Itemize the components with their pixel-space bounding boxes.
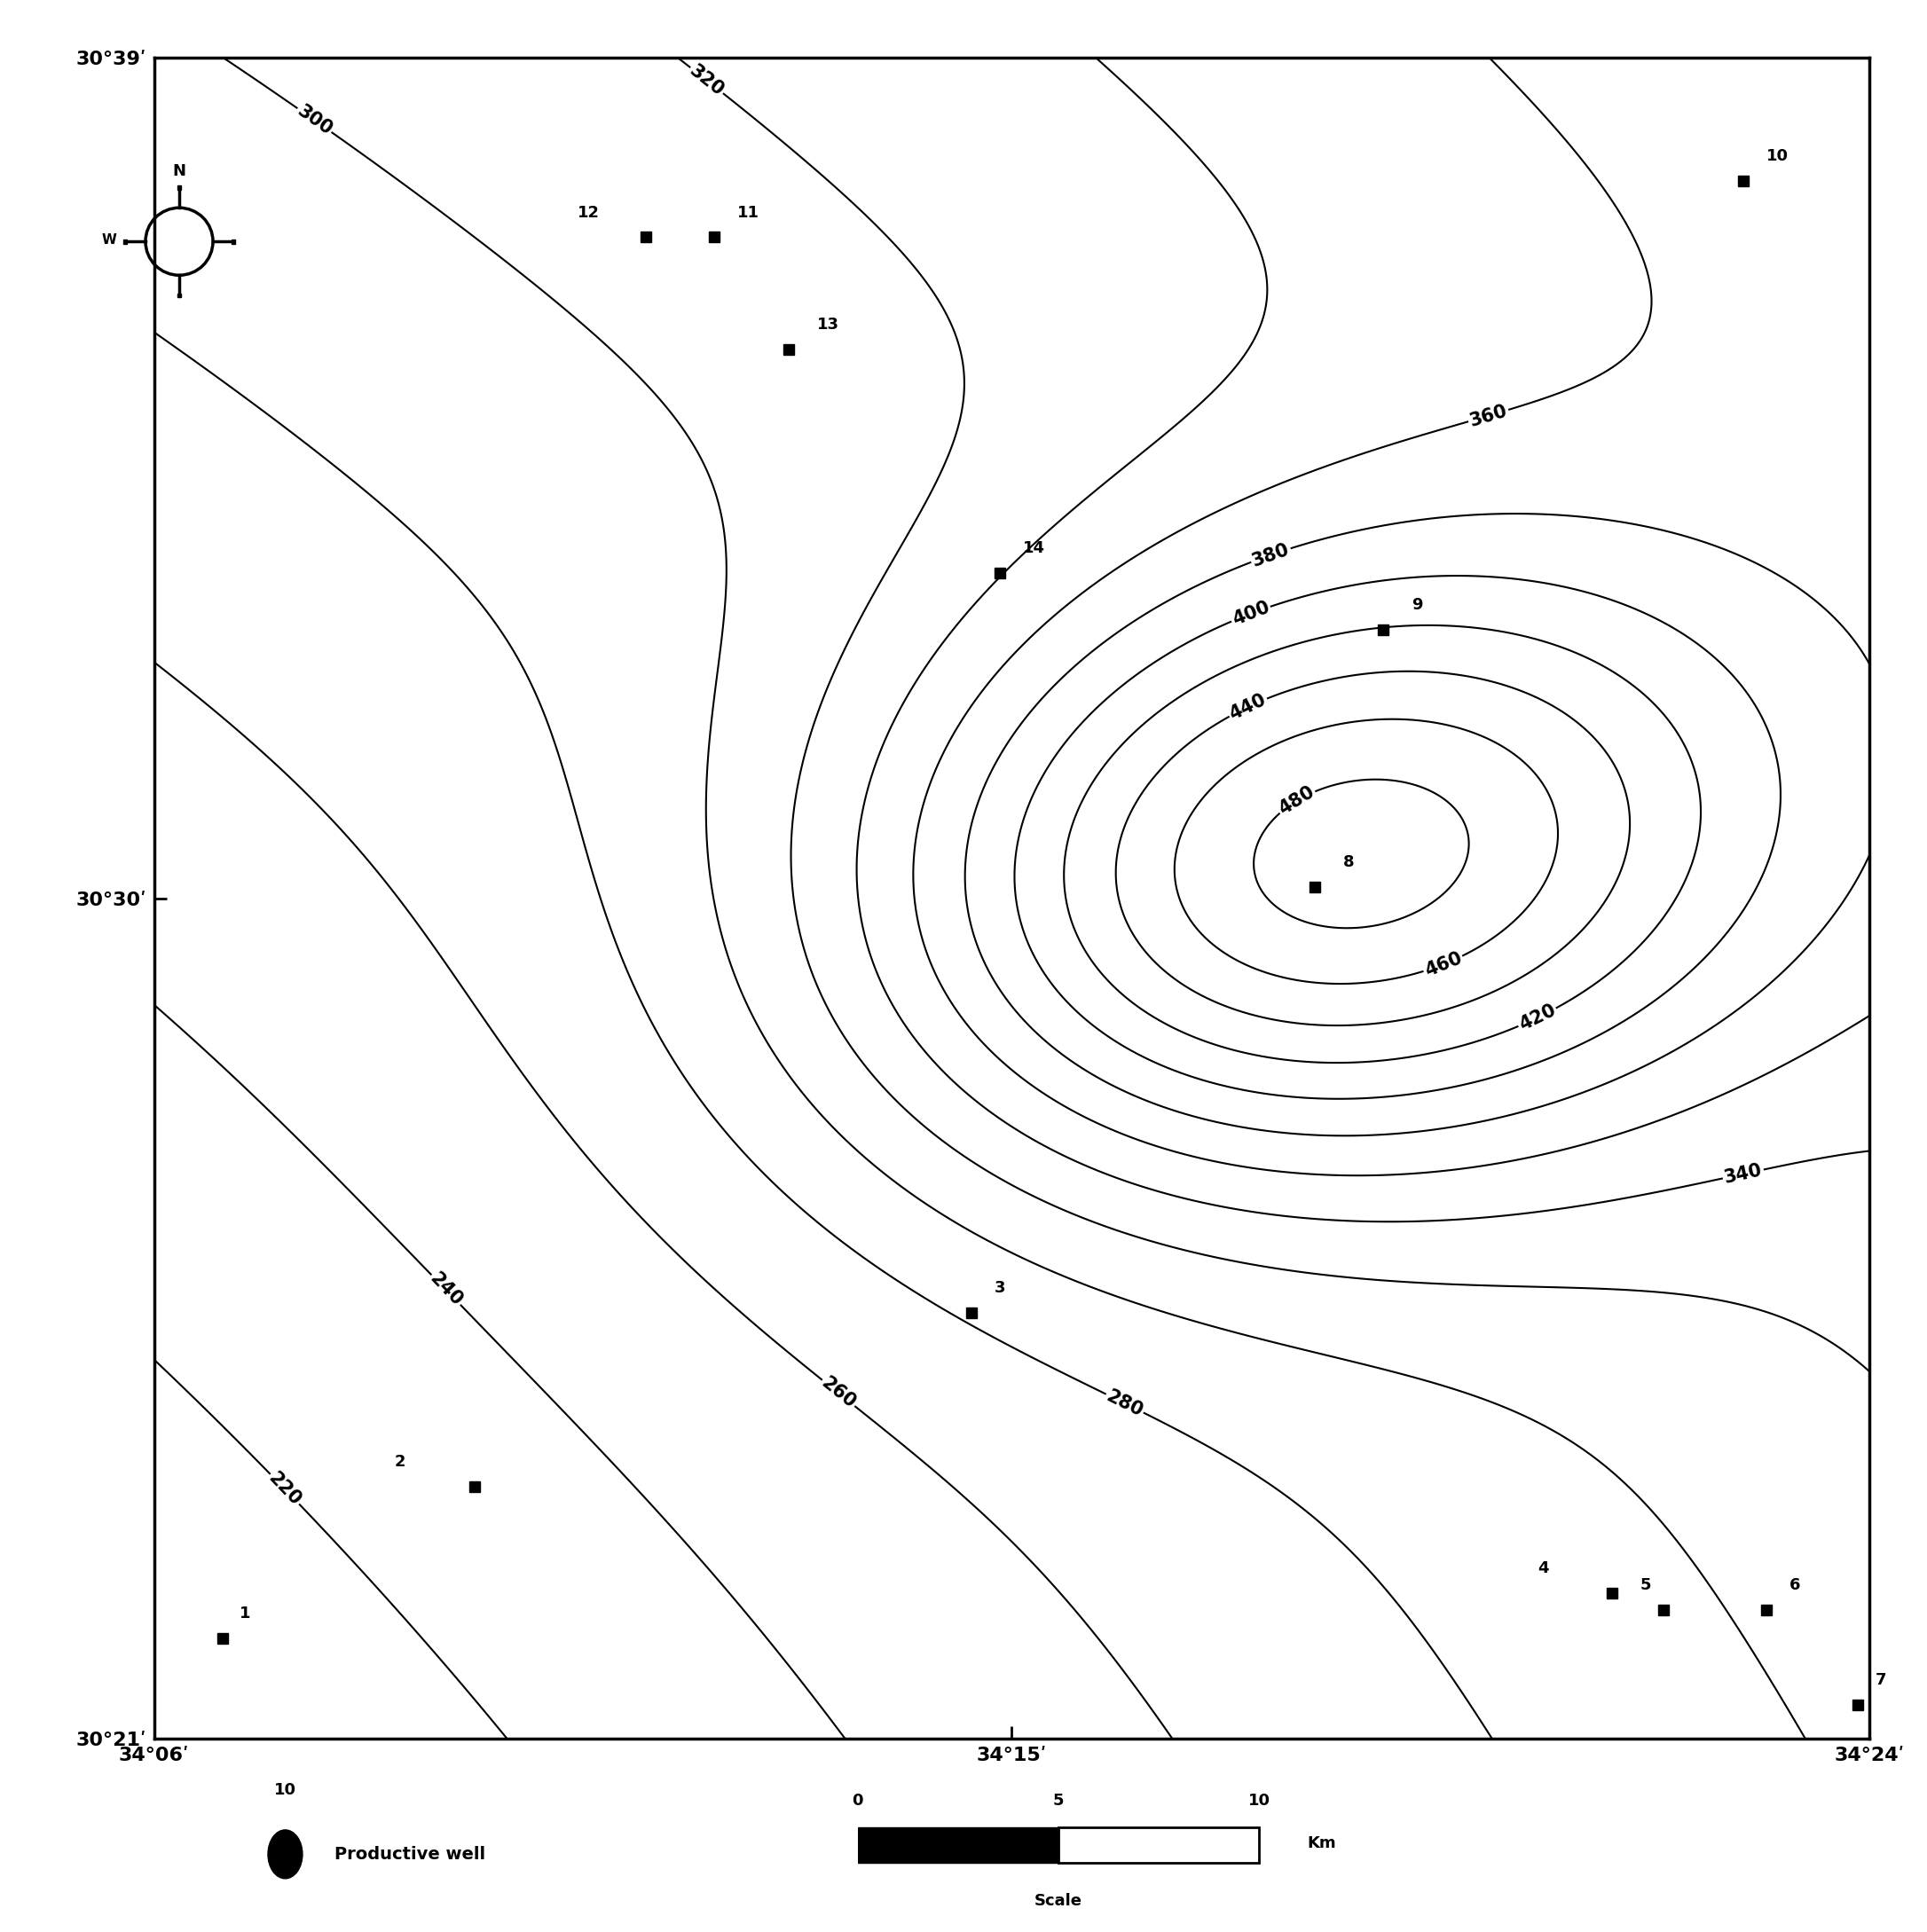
Bar xyxy=(177,185,181,189)
Text: 320: 320 xyxy=(686,62,726,99)
Text: 300: 300 xyxy=(293,102,335,139)
Text: 6: 6 xyxy=(1788,1577,1800,1594)
Bar xyxy=(1058,1828,1258,1862)
Text: 420: 420 xyxy=(1517,1001,1559,1034)
Text: 440: 440 xyxy=(1227,690,1270,723)
Text: Productive well: Productive well xyxy=(335,1845,486,1862)
Text: 5: 5 xyxy=(1052,1793,1064,1808)
Text: 9: 9 xyxy=(1412,597,1422,612)
Text: Km: Km xyxy=(1307,1835,1335,1851)
Text: 380: 380 xyxy=(1249,541,1291,570)
Text: 1: 1 xyxy=(241,1605,251,1621)
Text: 5: 5 xyxy=(1640,1577,1651,1594)
Text: 340: 340 xyxy=(1723,1161,1763,1186)
Bar xyxy=(858,1828,1058,1862)
Text: 3: 3 xyxy=(994,1281,1006,1296)
Bar xyxy=(231,240,235,243)
Text: 240: 240 xyxy=(426,1269,466,1310)
Circle shape xyxy=(268,1830,303,1878)
Text: 400: 400 xyxy=(1229,599,1272,630)
Text: 280: 280 xyxy=(1104,1387,1147,1420)
Text: 11: 11 xyxy=(738,205,759,220)
Text: 14: 14 xyxy=(1023,541,1044,556)
Text: 10: 10 xyxy=(274,1781,297,1797)
Text: 220: 220 xyxy=(266,1468,304,1509)
Text: 13: 13 xyxy=(817,317,840,332)
Text: 460: 460 xyxy=(1422,949,1465,980)
Text: W: W xyxy=(102,234,118,247)
Text: 10: 10 xyxy=(1767,149,1788,164)
Text: 10: 10 xyxy=(1249,1793,1270,1808)
Text: N: N xyxy=(173,162,185,180)
Text: 4: 4 xyxy=(1538,1561,1549,1577)
Bar xyxy=(177,294,181,298)
Text: 260: 260 xyxy=(817,1374,859,1412)
Text: Scale: Scale xyxy=(1035,1893,1083,1909)
Text: 480: 480 xyxy=(1276,782,1318,819)
Text: 2: 2 xyxy=(395,1455,405,1470)
Bar xyxy=(123,240,127,243)
Text: 8: 8 xyxy=(1343,854,1355,871)
Text: 0: 0 xyxy=(852,1793,863,1808)
Text: 360: 360 xyxy=(1466,402,1509,429)
Text: 7: 7 xyxy=(1875,1673,1887,1689)
Text: 12: 12 xyxy=(578,205,599,220)
